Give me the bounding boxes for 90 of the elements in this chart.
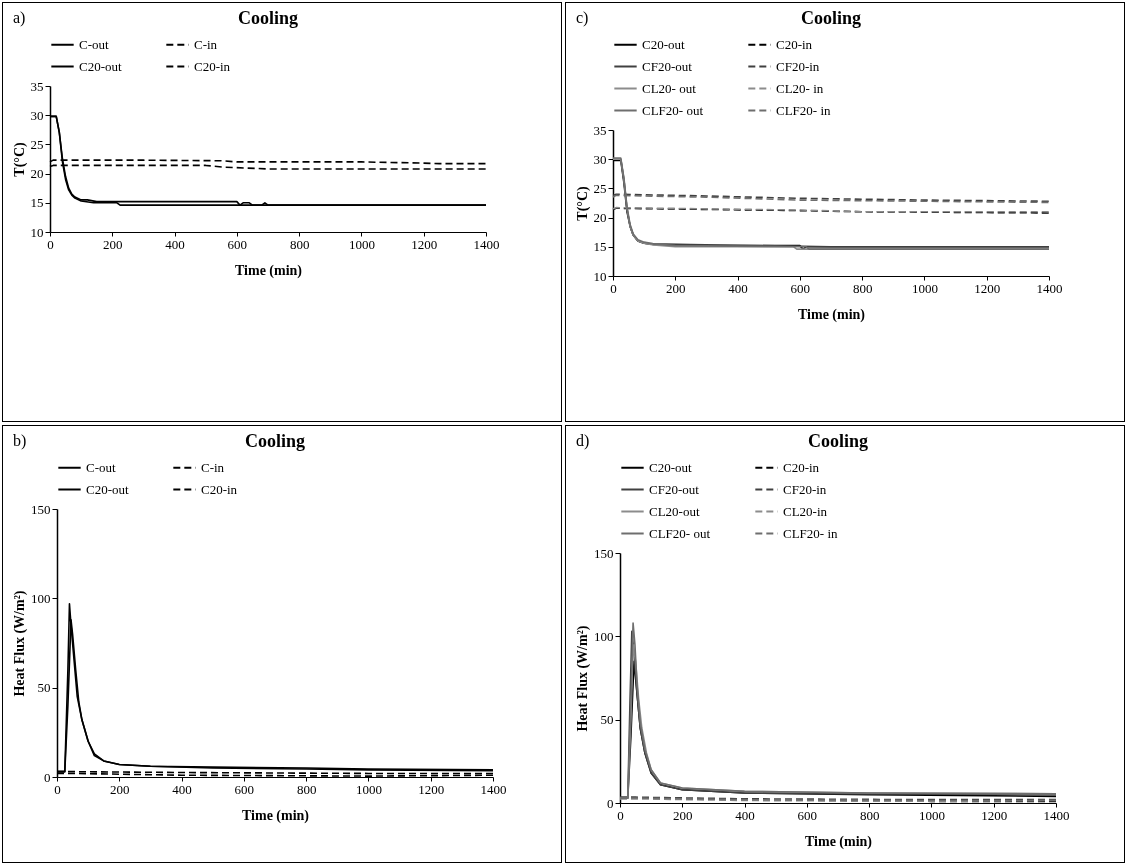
x-axis-title: Time (min) xyxy=(804,833,873,850)
y-axis-title: Heat Flux (W/m²) xyxy=(575,625,591,732)
x-tick-label: 200 xyxy=(673,807,693,823)
x-tick-label: 1200 xyxy=(411,236,438,252)
y-tick-label: 35 xyxy=(593,122,607,138)
x-tick-label: 1200 xyxy=(418,781,445,797)
y-tick-label: 35 xyxy=(30,78,44,94)
x-tick-label: 1200 xyxy=(981,807,1008,823)
legend-label: C20-out xyxy=(86,481,129,497)
y-tick-label: 25 xyxy=(30,136,44,152)
y-tick-label: 50 xyxy=(37,680,51,696)
legend-label: C-out xyxy=(86,459,116,475)
x-tick-label: 200 xyxy=(666,280,686,296)
text: a) xyxy=(13,9,26,27)
legend-label: C-out xyxy=(79,36,109,52)
x-tick-label: 1400 xyxy=(480,781,507,797)
y-tick-label: 50 xyxy=(600,712,614,728)
y-tick-label: 25 xyxy=(593,180,607,196)
y-tick-label: 0 xyxy=(607,795,614,811)
legend-label: C20-in xyxy=(201,481,238,497)
y-tick-label: 100 xyxy=(594,628,614,644)
legend-label: C20-out xyxy=(79,58,122,74)
legend-label: C20-out xyxy=(642,36,685,52)
x-tick-label: 600 xyxy=(234,781,255,797)
legend-label: CL20-out xyxy=(649,503,700,519)
x-tick-label: 800 xyxy=(296,781,317,797)
text: c) xyxy=(576,9,589,27)
x-tick-label: 0 xyxy=(54,781,61,797)
x-tick-label: 600 xyxy=(797,807,818,823)
y-axis-title: Heat Flux (W/m²) xyxy=(12,590,28,697)
y-tick-label: 0 xyxy=(44,769,51,785)
legend-label: C20-out xyxy=(649,459,692,475)
y-tick-label: 15 xyxy=(593,239,607,255)
legend-label: CLF20- out xyxy=(642,102,704,118)
x-tick-label: 1400 xyxy=(473,236,500,252)
x-tick-label: 800 xyxy=(852,280,873,296)
x-tick-label: 1000 xyxy=(911,280,938,296)
x-tick-label: 400 xyxy=(172,781,192,797)
legend-label: CF20-in xyxy=(783,481,827,497)
chart-title: Cooling xyxy=(807,431,869,451)
y-tick-label: 15 xyxy=(30,195,44,211)
text: d) xyxy=(576,432,590,450)
y-tick-label: 150 xyxy=(31,501,51,517)
x-axis-title: Time (min) xyxy=(241,807,310,824)
legend-label: CF20-in xyxy=(776,58,820,74)
x-tick-label: 1400 xyxy=(1036,280,1063,296)
x-tick-label: 1000 xyxy=(355,781,382,797)
y-tick-label: 150 xyxy=(594,545,614,561)
legend-label: C20-in xyxy=(783,459,820,475)
legend-label: CLF20- in xyxy=(783,525,839,541)
text: b) xyxy=(13,432,27,450)
x-tick-label: 400 xyxy=(735,807,755,823)
legend-label: C20-in xyxy=(194,58,231,74)
y-axis-title: T(°C) xyxy=(574,185,591,221)
x-tick-label: 1400 xyxy=(1043,807,1070,823)
x-tick-label: 1200 xyxy=(974,280,1001,296)
chart-title: Cooling xyxy=(237,8,299,28)
y-tick-label: 10 xyxy=(30,224,44,240)
x-tick-label: 200 xyxy=(103,236,123,252)
x-tick-label: 400 xyxy=(728,280,748,296)
legend-label: C20-in xyxy=(776,36,813,52)
y-tick-label: 30 xyxy=(30,107,44,123)
x-tick-label: 1000 xyxy=(348,236,375,252)
legend-label: CL20- in xyxy=(776,80,824,96)
x-axis-title: Time (min) xyxy=(797,306,866,323)
legend-label: CF20-out xyxy=(649,481,700,497)
y-tick-label: 30 xyxy=(593,151,607,167)
y-tick-label: 20 xyxy=(593,210,607,226)
x-axis-title: Time (min) xyxy=(234,262,303,279)
x-tick-label: 1000 xyxy=(918,807,945,823)
legend-label: C-in xyxy=(201,459,225,475)
chart-title: Cooling xyxy=(244,431,306,451)
x-tick-label: 800 xyxy=(289,236,310,252)
legend-label: CF20-out xyxy=(642,58,693,74)
y-tick-label: 10 xyxy=(593,268,607,284)
legend-label: CLF20- out xyxy=(649,525,711,541)
x-tick-label: 600 xyxy=(790,280,811,296)
legend-label: CLF20- in xyxy=(776,102,832,118)
chart-title: Cooling xyxy=(800,8,862,28)
x-tick-label: 600 xyxy=(227,236,248,252)
legend-label: C-in xyxy=(194,36,218,52)
y-axis-title: T(°C) xyxy=(11,141,28,177)
x-tick-label: 800 xyxy=(859,807,880,823)
y-tick-label: 100 xyxy=(31,590,51,606)
x-tick-label: 200 xyxy=(110,781,130,797)
x-tick-label: 400 xyxy=(165,236,185,252)
legend-label: CL20- out xyxy=(642,80,697,96)
y-tick-label: 20 xyxy=(30,166,44,182)
legend-label: CL20-in xyxy=(783,503,828,519)
x-tick-label: 0 xyxy=(617,807,624,823)
